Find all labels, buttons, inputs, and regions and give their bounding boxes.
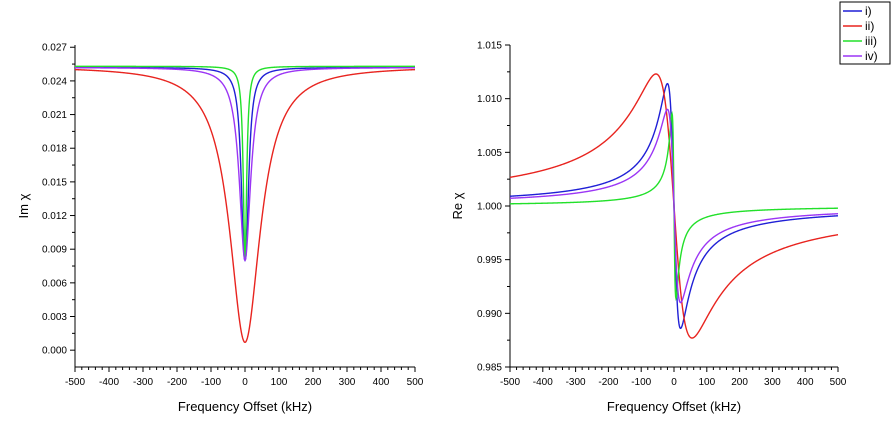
im-series-iii [75,65,415,261]
re-x-tick-label: -400 [533,377,553,388]
im-y-tick-label: 0.006 [42,278,67,289]
re-y-tick-label: 1.010 [477,94,502,105]
legend-label: iii) [865,34,877,48]
re-x-tick-label: -300 [566,377,586,388]
re-y-axis-title: Re χ [450,192,465,219]
im-x-tick-label: -200 [167,377,187,388]
re-x-tick-label: 500 [830,377,847,388]
re-series-iv [509,108,839,304]
im-y-tick-label: 0.015 [42,177,67,188]
im-series-ii [74,68,416,344]
re-x-tick-label: -500 [500,377,520,388]
im-chi-panel: -500 -400 -300 -200 -100 0 100 200 300 400 500 0.00… [16,43,424,414]
im-x-tick-label: -100 [201,377,221,388]
legend-box [839,1,891,65]
re-x-tick-label: -100 [631,377,651,388]
im-y-tick-label: 0.003 [42,312,67,323]
im-series-i [75,66,415,262]
re-y-tick-label: 1.015 [477,41,502,52]
im-y-tick-label: 0.027 [42,43,67,54]
legend-label: iv) [865,49,878,63]
im-y-tick-label: 0.021 [42,110,67,121]
im-y-tick-label: 0.024 [42,76,67,87]
im-x-tick-label: -500 [65,377,85,388]
im-x-tick-label: 100 [271,377,288,388]
im-x-tick-label: -300 [133,377,153,388]
im-y-tick-label: 0.009 [42,245,67,256]
re-y-tick-label: 0.985 [477,363,502,374]
im-x-tick-label: 0 [242,377,248,388]
im-y-tick-label: 0.018 [42,144,67,155]
im-x-axis-title: Frequency Offset (kHz) [178,399,312,414]
re-y-tick-label: 1.005 [477,148,502,159]
legend-label: i) [865,4,872,18]
re-x-axis-title: Frequency Offset (kHz) [607,399,741,414]
im-x-tick-label: 200 [305,377,322,388]
re-chi-panel: -500 -400 -300 -200 -100 0 100 200 300 400 500 0.98… [450,41,847,415]
re-x-tick-label: 100 [698,377,715,388]
re-y-tick-label: 0.995 [477,255,502,266]
im-series-iv [75,67,415,262]
im-y-tick-label: 0.012 [42,211,67,222]
re-x-tick-label: -200 [598,377,618,388]
im-x-tick-label: 500 [407,377,424,388]
im-x-tick-label: -400 [99,377,119,388]
im-y-axis-title: Im χ [16,193,31,218]
legend-label: ii) [865,19,874,33]
im-x-tick-label: 400 [373,377,390,388]
im-x-tick-label: 300 [339,377,356,388]
im-y-tick-label: 0.000 [42,346,67,357]
re-x-tick-label: 0 [671,377,677,388]
re-x-tick-label: 200 [731,377,748,388]
re-x-tick-label: 300 [764,377,781,388]
re-x-tick-label: 400 [797,377,814,388]
re-y-tick-label: 1.000 [477,202,502,213]
re-y-tick-label: 0.990 [477,309,502,320]
legend: i)ii)iii)iv) [839,1,891,65]
